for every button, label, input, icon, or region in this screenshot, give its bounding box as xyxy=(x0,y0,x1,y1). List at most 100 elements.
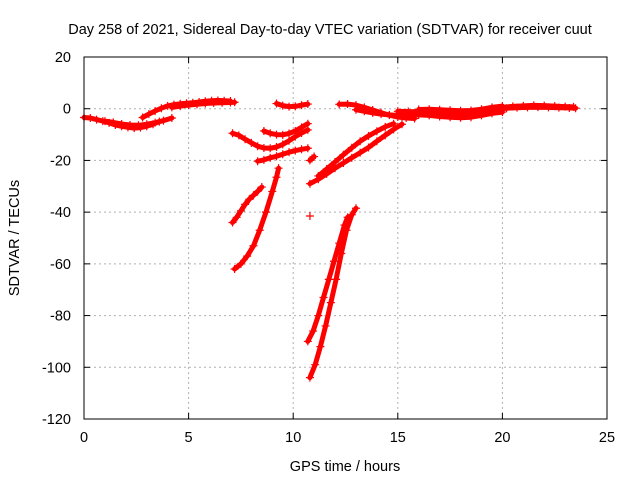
data-point xyxy=(236,259,245,268)
data-series xyxy=(314,119,398,180)
data-point xyxy=(513,103,522,112)
x-tick-label: 25 xyxy=(599,430,615,446)
y-tick-label: -60 xyxy=(50,257,71,273)
data-point xyxy=(167,103,176,112)
data-point xyxy=(487,103,496,112)
data-point xyxy=(435,112,444,121)
data-point xyxy=(368,108,377,117)
data-point xyxy=(209,99,218,108)
series-trace xyxy=(315,121,397,179)
data-series xyxy=(259,119,312,139)
data-point xyxy=(381,122,390,131)
y-tick-label: -20 xyxy=(50,153,71,169)
data-point xyxy=(332,275,341,284)
data-point xyxy=(372,137,381,146)
data-point xyxy=(303,100,312,109)
data-point xyxy=(343,100,352,109)
data-point xyxy=(322,164,331,173)
data-point xyxy=(266,153,275,162)
x-tick-label: 5 xyxy=(185,430,193,446)
x-tick-label: 10 xyxy=(285,430,301,446)
data-point xyxy=(364,143,373,152)
data-point xyxy=(201,99,210,108)
data-point xyxy=(262,208,271,217)
data-point xyxy=(159,116,168,125)
data-point xyxy=(278,130,287,139)
data-point xyxy=(176,102,185,111)
data-point xyxy=(364,131,373,140)
data-series xyxy=(305,204,360,382)
data-point xyxy=(397,120,406,129)
data-point xyxy=(329,257,338,266)
data-point xyxy=(305,179,314,188)
data-series xyxy=(230,164,283,274)
data-point xyxy=(347,210,356,219)
data-point xyxy=(285,148,294,157)
data-point xyxy=(331,157,340,166)
data-point xyxy=(356,148,365,157)
data-point xyxy=(184,101,193,110)
data-point xyxy=(319,293,328,302)
data-point xyxy=(255,226,264,235)
data-point xyxy=(335,100,344,109)
data-point xyxy=(218,98,227,107)
plot-frame xyxy=(83,56,608,420)
data-point xyxy=(356,137,365,146)
data-point xyxy=(414,105,423,114)
data-point xyxy=(253,142,262,151)
data-point xyxy=(303,119,312,128)
data-point xyxy=(285,136,294,145)
data-series xyxy=(272,99,312,111)
data-point xyxy=(272,152,281,161)
series-trace xyxy=(232,165,282,272)
data-point xyxy=(385,110,394,119)
y-tick-label: 20 xyxy=(55,50,71,66)
data-point xyxy=(435,105,444,114)
data-point xyxy=(297,101,306,110)
data-point xyxy=(266,129,275,138)
y-tick-label: -120 xyxy=(42,412,71,428)
data-point xyxy=(554,103,563,112)
series-trace xyxy=(307,121,405,187)
data-point xyxy=(456,113,465,122)
data-point xyxy=(297,145,306,154)
data-point xyxy=(228,218,237,227)
data-point xyxy=(351,105,360,114)
data-series xyxy=(397,108,507,122)
y-axis-label: SDTVAR / TECUs xyxy=(7,180,23,296)
data-point xyxy=(467,113,476,122)
data-series xyxy=(253,144,312,166)
data-point xyxy=(342,226,351,235)
data-point xyxy=(389,119,398,128)
x-tick-label: 0 xyxy=(80,430,88,446)
data-series xyxy=(228,125,312,153)
data-point xyxy=(397,112,406,121)
data-point xyxy=(253,187,262,196)
data-point xyxy=(360,107,369,116)
data-point xyxy=(533,103,542,112)
data-point xyxy=(167,114,176,123)
data-point xyxy=(278,140,287,149)
data-point xyxy=(339,159,348,168)
chart-title: Day 258 of 2021, Sidereal Day-to-day VTE… xyxy=(68,22,592,38)
data-point xyxy=(571,104,580,113)
data-point xyxy=(456,106,465,115)
data-point xyxy=(100,117,109,126)
data-layer xyxy=(80,96,580,382)
data-point xyxy=(249,191,258,200)
data-point xyxy=(253,157,262,166)
data-point xyxy=(337,249,346,258)
data-point xyxy=(291,126,300,135)
data-point xyxy=(151,118,160,127)
data-point xyxy=(249,241,258,250)
data-series xyxy=(100,114,176,130)
series-trace xyxy=(230,184,265,225)
data-point xyxy=(305,373,314,382)
data-series xyxy=(305,120,406,188)
y-tick-label: -80 xyxy=(50,309,71,325)
data-point xyxy=(502,104,511,113)
data-point xyxy=(523,103,532,112)
data-point xyxy=(272,142,281,151)
data-point xyxy=(109,118,118,127)
